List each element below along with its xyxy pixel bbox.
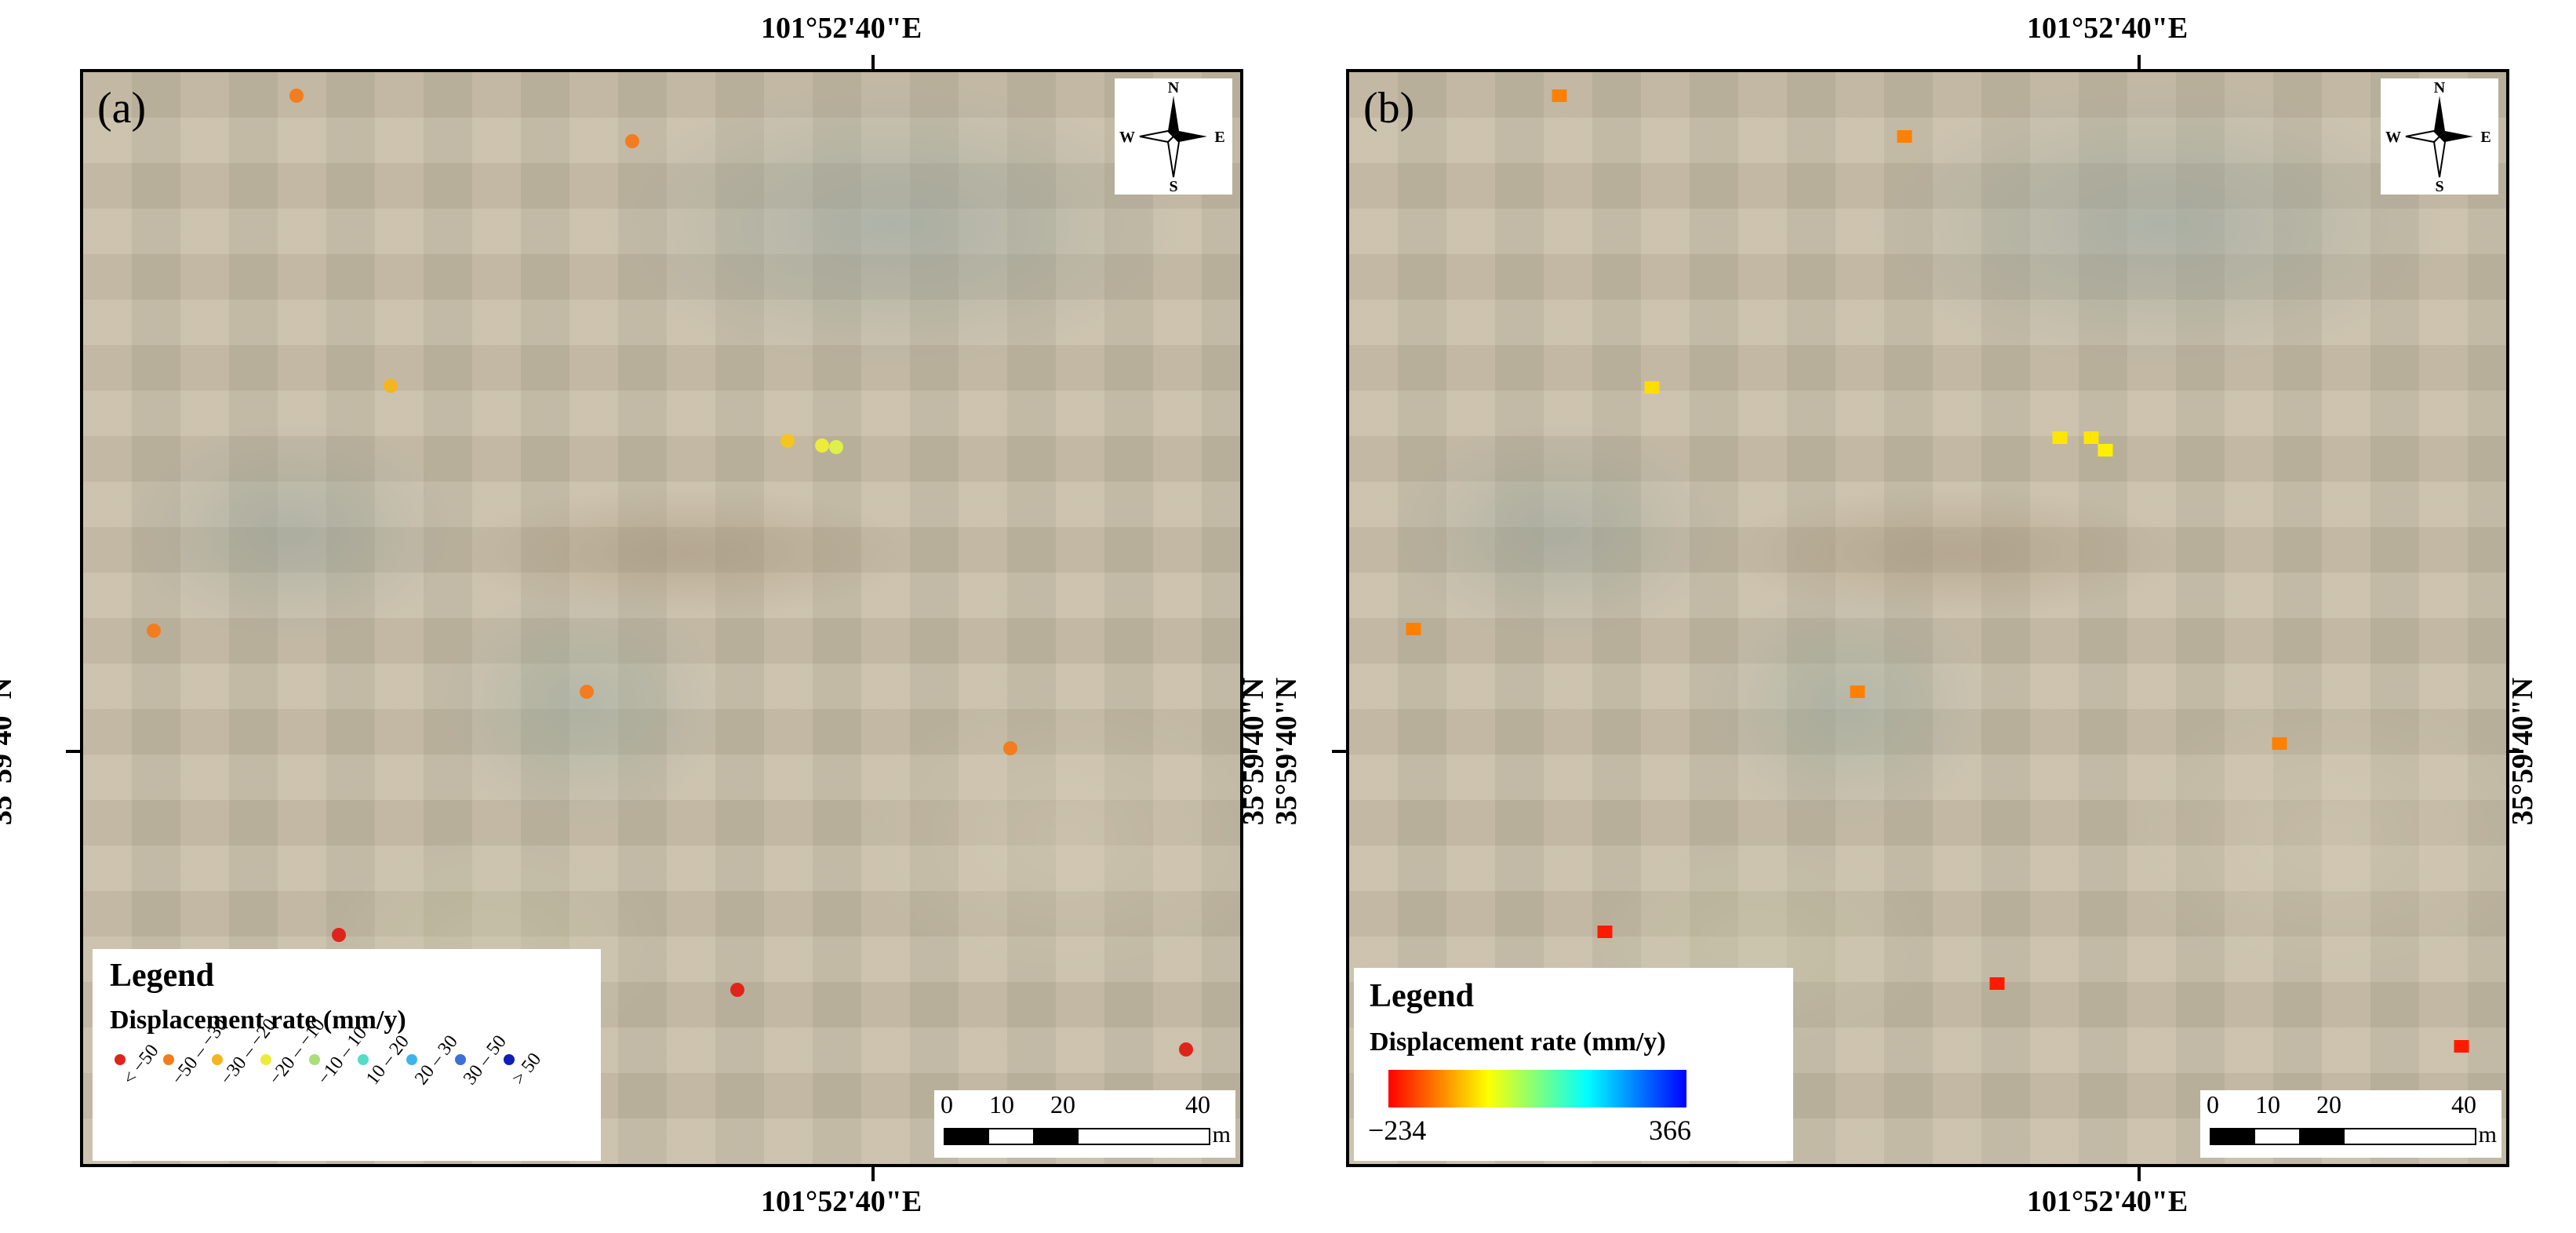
left-tick: [1332, 750, 1346, 753]
scale-bar: 0 10 20 40 m: [934, 1090, 1235, 1158]
map-panel-b: (b) N S E W Legend Displacement rate (mm…: [1346, 69, 2509, 1167]
persistent-scatterer-point: [289, 89, 304, 103]
persistent-scatterer-point: [1897, 130, 1912, 143]
bottom-tick: [871, 1167, 875, 1181]
persistent-scatterer-point: [1552, 89, 1567, 102]
top-tick: [871, 55, 875, 69]
legend-class-label: < −50: [119, 1041, 163, 1089]
persistent-scatterer-point: [780, 434, 795, 448]
compass-e: E: [2480, 129, 2490, 146]
persistent-scatterer-point: [1850, 686, 1865, 698]
scale-bar: 0 10 20 40 m: [2200, 1090, 2501, 1158]
persistent-scatterer-point: [1644, 381, 1660, 394]
legend-symbol: [455, 1054, 466, 1065]
scale-tick: 10: [989, 1090, 1014, 1118]
persistent-scatterer-point: [580, 685, 594, 699]
legend-symbol: [309, 1054, 320, 1065]
scale-tick: 40: [1185, 1090, 1210, 1118]
legend-symbol: [212, 1054, 223, 1065]
scale-tick: 40: [2451, 1090, 2476, 1118]
top-coordinate-label: 101°52'40"E: [761, 12, 922, 45]
top-coordinate-label: 101°52'40"E: [2027, 12, 2189, 45]
persistent-scatterer-point: [2052, 431, 2068, 444]
persistent-scatterer-point: [1989, 977, 2005, 990]
compass-w: W: [2385, 129, 2401, 146]
legend-b: Legend Displacement rate (mm/y) −234 366: [1354, 968, 1793, 1161]
scale-unit: m: [1212, 1122, 1231, 1148]
legend-symbol: [504, 1054, 515, 1065]
compass-n: N: [1168, 79, 1180, 96]
top-tick: [2138, 55, 2141, 69]
persistent-scatterer-point: [1406, 623, 1421, 635]
persistent-scatterer-point: [1003, 741, 1017, 755]
left-coordinate-label: 35°59'40"N: [0, 677, 19, 826]
north-arrow-icon: N S E W: [2381, 78, 2498, 195]
scale-tick: 10: [2255, 1090, 2280, 1118]
compass-w: W: [1119, 129, 1135, 146]
legend-symbol: [358, 1054, 369, 1065]
bottom-coordinate-label: 101°52'40"E: [761, 1185, 922, 1218]
right-tick: [1243, 750, 1257, 753]
persistent-scatterer-point: [2098, 444, 2113, 456]
compass-e: E: [1214, 129, 1224, 146]
persistent-scatterer-point: [384, 379, 398, 393]
scale-unit: m: [2478, 1122, 2497, 1148]
persistent-scatterer-point: [2083, 431, 2099, 444]
scale-bar-graphic: [944, 1128, 1210, 1145]
bottom-tick: [2138, 1167, 2141, 1181]
ramp-max-label: 366: [1649, 1115, 1691, 1146]
legend-a: Legend Displacement rate (mm/y) < −50 −50…: [93, 949, 601, 1161]
panel-label: (a): [97, 84, 147, 133]
persistent-scatterer-point: [625, 134, 639, 148]
persistent-scatterer-point: [815, 438, 829, 453]
legend-title: Legend: [1370, 978, 1475, 1014]
map-panel-a: (a) N S E W Legend Displacement rate (mm…: [80, 69, 1243, 1167]
scale-tick: 0: [941, 1090, 953, 1118]
persistent-scatterer-point: [1179, 1042, 1193, 1057]
persistent-scatterer-point: [1597, 926, 1613, 938]
legend-subtitle: Displacement rate (mm/y): [110, 1006, 406, 1035]
scale-tick: 20: [1050, 1090, 1075, 1118]
scale-tick: 20: [2316, 1090, 2341, 1118]
legend-subtitle: Displacement rate (mm/y): [1370, 1028, 1666, 1057]
persistent-scatterer-point: [147, 624, 161, 638]
panel-label: (b): [1363, 84, 1415, 133]
left-coordinate-label: 35°59'40"N: [1270, 677, 1304, 826]
bottom-coordinate-label: 101°52'40"E: [2027, 1185, 2189, 1218]
left-tick: [66, 750, 80, 753]
persistent-scatterer-point: [829, 440, 843, 454]
color-ramp: [1388, 1070, 1686, 1108]
legend-title: Legend: [110, 958, 215, 994]
legend-symbol: [163, 1054, 174, 1065]
legend-symbol: [115, 1054, 126, 1065]
compass-s: S: [1169, 178, 1177, 195]
compass-n: N: [2434, 79, 2446, 96]
legend-class-label: > 50: [508, 1049, 546, 1089]
scale-tick: 0: [2207, 1090, 2219, 1118]
persistent-scatterer-point: [730, 983, 744, 997]
north-arrow-icon: N S E W: [1115, 78, 1232, 195]
persistent-scatterer-point: [2272, 737, 2287, 750]
ramp-min-label: −234: [1368, 1115, 1427, 1146]
compass-s: S: [2435, 178, 2443, 195]
persistent-scatterer-point: [332, 928, 346, 942]
right-tick: [2509, 750, 2523, 753]
legend-symbol: [406, 1054, 417, 1065]
legend-symbol: [260, 1054, 271, 1065]
persistent-scatterer-point: [2454, 1040, 2469, 1053]
scale-bar-graphic: [2210, 1128, 2476, 1145]
